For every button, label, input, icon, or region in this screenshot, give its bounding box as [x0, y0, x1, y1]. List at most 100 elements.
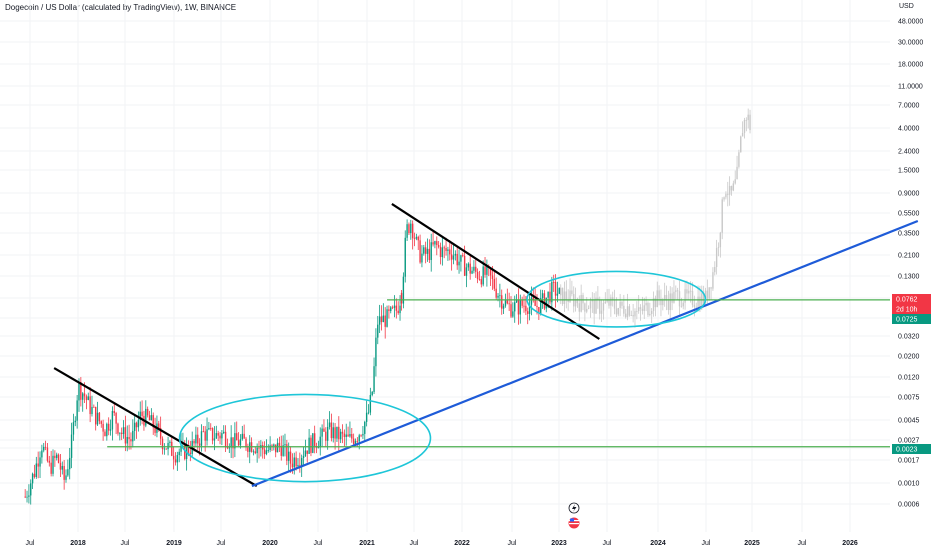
candle-body: [610, 297, 612, 306]
candle-body: [569, 290, 571, 303]
candle-body: [349, 434, 351, 437]
candle-body: [710, 287, 712, 289]
candle-body: [527, 311, 529, 314]
candle-body: [271, 445, 273, 447]
candle-body: [749, 114, 751, 131]
candle-body: [450, 254, 453, 260]
candle-body: [300, 458, 303, 466]
candle-body: [462, 255, 464, 257]
candle-body: [502, 305, 505, 309]
candle-body: [252, 451, 255, 453]
candle-body: [599, 300, 601, 314]
candle-body: [721, 199, 723, 233]
candle-body: [701, 293, 703, 309]
candle-body: [715, 247, 718, 267]
candle-body: [102, 423, 104, 432]
candle-body: [236, 433, 238, 441]
candle-body: [378, 316, 381, 325]
candle-body: [254, 451, 256, 454]
candle-body: [637, 307, 640, 312]
candle-body: [100, 421, 102, 424]
y-tick-label: 7.0000: [898, 103, 920, 110]
candle-body: [356, 440, 359, 442]
candle-body: [743, 119, 746, 133]
candle-body: [239, 439, 242, 446]
candle-body: [636, 311, 638, 312]
candle-body: [308, 437, 310, 454]
candle-body: [232, 437, 234, 449]
candle-body: [612, 297, 614, 301]
candle-body: [306, 450, 308, 454]
candle-body: [708, 287, 710, 299]
candle-body: [613, 300, 616, 309]
candle-body: [172, 455, 175, 460]
candle-body: [675, 290, 677, 292]
candle-body: [343, 433, 346, 437]
candle-body: [197, 434, 199, 444]
candle-body: [211, 428, 214, 441]
candle-body: [189, 452, 192, 455]
candle-body: [326, 426, 329, 441]
candle-body: [706, 290, 709, 299]
candle-body: [540, 298, 542, 314]
candle-body: [319, 436, 321, 448]
candle-body: [436, 241, 438, 246]
candle-body: [275, 444, 277, 453]
candle-body: [63, 466, 65, 480]
candle-body: [417, 236, 419, 241]
candle-body: [202, 431, 205, 433]
trendline: [251, 219, 919, 488]
x-tick-label: Jul: [798, 540, 807, 547]
candle-body: [525, 305, 527, 312]
candle-body: [351, 434, 353, 439]
candle-body: [595, 297, 597, 314]
candle-body: [321, 428, 323, 437]
candle-body: [476, 271, 479, 280]
candle-body: [441, 247, 444, 258]
lightning-bolt-icon: [572, 504, 577, 512]
price-tag-label: 2d 10h: [896, 307, 918, 314]
candle-body: [82, 393, 84, 400]
candle-body: [76, 400, 78, 421]
candle-body: [152, 415, 154, 428]
price-tag-bg: [892, 444, 931, 454]
candle-body: [193, 440, 195, 444]
candle-body: [426, 248, 429, 254]
candle-body: [37, 463, 39, 467]
candle-body: [493, 278, 496, 289]
y-tick-label: 0.0075: [898, 395, 920, 402]
candle-body: [341, 431, 344, 434]
candle-body: [580, 294, 582, 312]
candle-body: [676, 290, 679, 292]
candle-body: [67, 469, 69, 476]
candle-body: [347, 434, 349, 437]
y-tick-label: 0.0010: [898, 481, 920, 488]
candle-body: [641, 308, 644, 311]
candle-body: [404, 237, 406, 277]
candle-body: [297, 464, 299, 467]
candle-body: [69, 457, 71, 470]
candle-body: [552, 281, 555, 283]
candle-body: [56, 454, 58, 459]
candle-body: [169, 441, 171, 443]
candle-body: [276, 442, 279, 453]
candle-body: [497, 295, 499, 298]
y-tick-label: 1.5000: [898, 168, 920, 175]
x-tick-label: Jul: [26, 540, 35, 547]
candle-body: [619, 301, 621, 309]
candle-body: [133, 422, 136, 431]
candle-body: [424, 247, 427, 254]
candle-body: [689, 290, 692, 292]
candle-body: [352, 438, 355, 445]
candle-body: [280, 445, 282, 456]
candle-body: [328, 422, 331, 427]
candle-body: [93, 406, 95, 408]
candle-body: [87, 396, 89, 400]
candle-body: [115, 412, 117, 424]
candle-body: [517, 299, 520, 315]
candle-body: [384, 315, 386, 327]
candle-body: [117, 423, 119, 434]
candle-body: [224, 431, 227, 447]
candle-body: [375, 337, 377, 367]
